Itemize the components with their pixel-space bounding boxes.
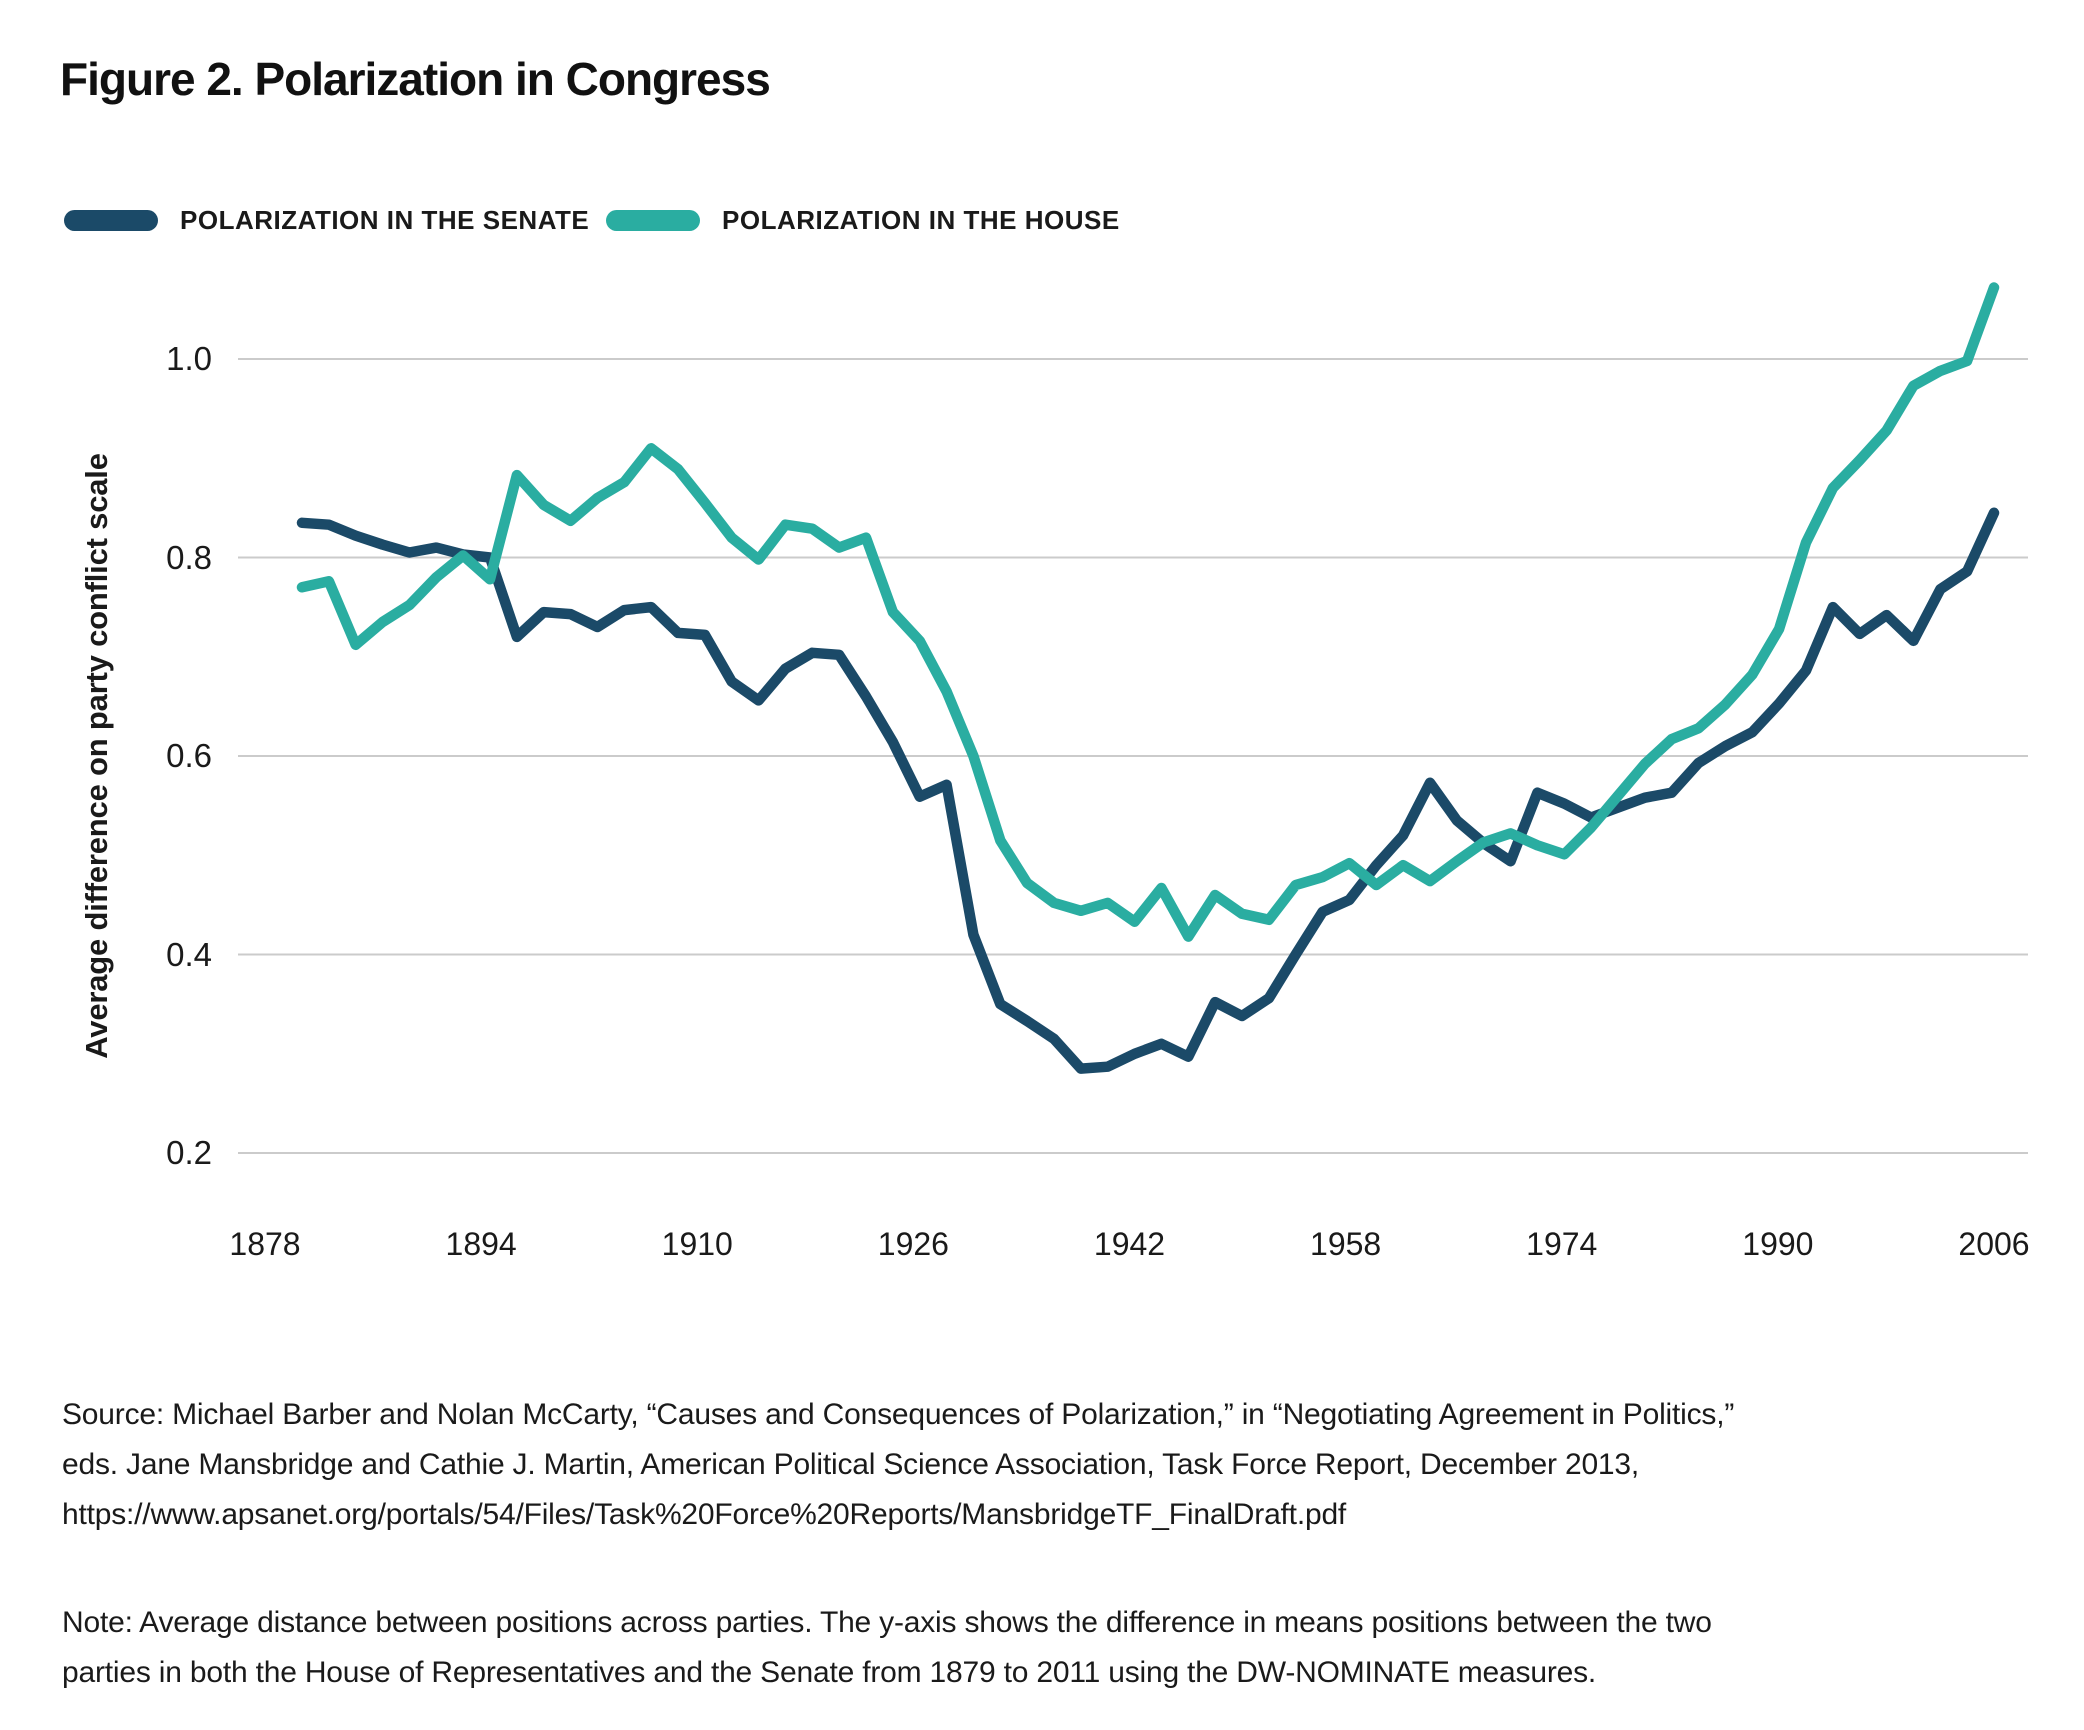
note-text: Note: Average distance between positions… xyxy=(62,1606,1712,1689)
senate-line-swatch-icon xyxy=(64,210,158,231)
x-tick-label-1910: 1910 xyxy=(661,1226,733,1262)
figure-title: Figure 2. Polarization in Congress xyxy=(60,53,771,105)
house-line xyxy=(296,282,2000,942)
y-tick-label-0.8: 0.8 xyxy=(166,538,212,576)
legend-item-senate: POLARIZATION IN THE SENATE xyxy=(64,205,589,236)
x-tick-label-1878: 1878 xyxy=(229,1226,301,1262)
house-line-swatch-icon xyxy=(606,210,700,231)
senate-line xyxy=(296,507,2000,1074)
legend-item-house: POLARIZATION IN THE HOUSE xyxy=(606,205,1120,236)
legend-label-house: POLARIZATION IN THE HOUSE xyxy=(722,205,1120,235)
source-text: Source: Michael Barber and Nolan McCarty… xyxy=(62,1398,1735,1531)
y-tick-label-0.6: 0.6 xyxy=(166,737,212,774)
y-tick-label-1.0: 1.0 xyxy=(166,340,212,377)
x-tick-label-1990: 1990 xyxy=(1742,1226,1814,1262)
x-tick-label-2006: 2006 xyxy=(1958,1226,2030,1262)
x-tick-label-1894: 1894 xyxy=(445,1226,517,1262)
x-tick-label-1942: 1942 xyxy=(1093,1226,1166,1262)
y-tick-label-0.4: 0.4 xyxy=(166,935,212,973)
x-tick-label-1926: 1926 xyxy=(877,1226,949,1262)
x-tick-label-1974: 1974 xyxy=(1526,1226,1598,1262)
legend-label-senate: POLARIZATION IN THE SENATE xyxy=(180,205,590,235)
x-tick-label-1958: 1958 xyxy=(1310,1226,1382,1262)
y-tick-label-0.2: 0.2 xyxy=(166,1134,212,1171)
